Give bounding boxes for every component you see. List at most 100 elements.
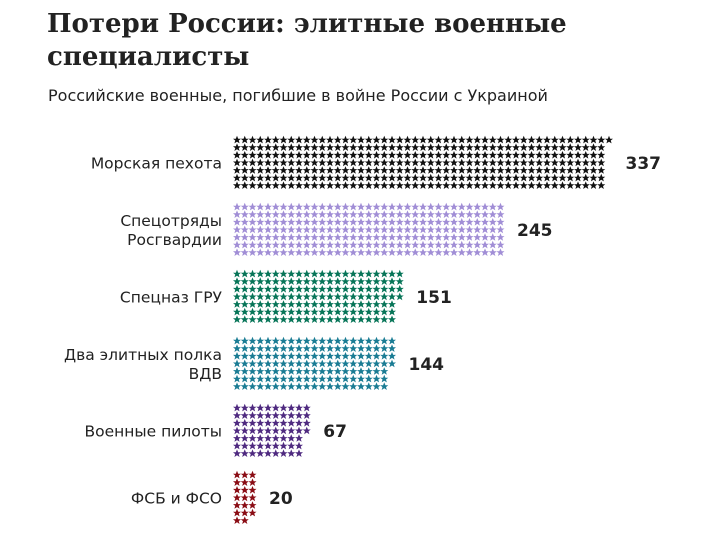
star-icon xyxy=(519,151,528,159)
star-icon xyxy=(442,135,451,144)
star-icon xyxy=(271,359,280,368)
star-icon xyxy=(333,143,342,151)
star-icon xyxy=(388,225,396,234)
star-icon xyxy=(287,344,296,352)
star-icon xyxy=(442,225,451,234)
star-icon xyxy=(473,135,482,144)
star-icon xyxy=(240,135,249,144)
star-icon xyxy=(364,285,373,293)
star-icon xyxy=(496,158,505,167)
star-icon xyxy=(535,143,544,151)
star-icon xyxy=(302,352,311,360)
star-icon xyxy=(240,166,249,174)
star-icon xyxy=(504,158,513,167)
star-icon xyxy=(434,181,443,189)
star-icon xyxy=(388,292,396,301)
star-icon xyxy=(271,173,280,182)
star-icon xyxy=(279,285,288,293)
star-icon xyxy=(264,426,272,435)
star-icon xyxy=(426,225,435,234)
star-icon xyxy=(279,202,288,211)
star-icon xyxy=(318,269,327,278)
star-icon xyxy=(271,336,280,345)
star-icon xyxy=(372,336,381,345)
star-icon xyxy=(310,382,319,390)
star-icon xyxy=(434,248,443,256)
star-icon xyxy=(388,336,396,345)
star-icon xyxy=(357,218,365,226)
star-icon xyxy=(488,225,497,234)
star-icon xyxy=(240,307,249,316)
star-icon xyxy=(388,202,396,211)
star-icon xyxy=(403,181,412,189)
star-icon xyxy=(333,352,342,360)
star-icon xyxy=(473,218,482,226)
star-icon xyxy=(380,307,389,316)
star-icon xyxy=(333,359,342,368)
star-icon xyxy=(341,135,350,144)
value-label: 144 xyxy=(409,355,445,375)
star-icon xyxy=(264,202,272,211)
star-icon xyxy=(233,210,241,218)
star-icon xyxy=(349,210,358,218)
star-icon xyxy=(271,151,280,159)
star-icon xyxy=(318,135,327,144)
star-icon xyxy=(302,181,311,189)
star-icon xyxy=(364,240,373,249)
star-icon xyxy=(271,300,280,308)
star-icon xyxy=(589,173,598,182)
star-icon xyxy=(380,374,389,383)
star-icon xyxy=(434,166,443,174)
star-icon xyxy=(388,151,396,159)
star-icon xyxy=(496,166,505,174)
star-icon xyxy=(279,449,288,457)
star-icon xyxy=(558,143,567,151)
star-icon xyxy=(450,151,458,159)
star-icon xyxy=(271,181,280,189)
star-icon xyxy=(240,344,249,352)
star-icon xyxy=(326,359,334,368)
star-icon xyxy=(589,151,598,159)
star-icon xyxy=(558,135,567,144)
star-icon xyxy=(271,352,280,360)
star-icon xyxy=(450,158,458,167)
star-icon xyxy=(457,210,466,218)
star-icon xyxy=(527,151,536,159)
star-icon xyxy=(550,143,559,151)
star-icon xyxy=(240,277,249,285)
star-icon xyxy=(488,143,497,151)
star-icon xyxy=(364,233,373,241)
star-icon xyxy=(256,143,265,151)
star-icon xyxy=(419,143,427,151)
star-icon xyxy=(302,151,311,159)
star-icon xyxy=(302,382,311,390)
star-icon xyxy=(302,225,311,234)
star-icon xyxy=(287,300,296,308)
star-icon xyxy=(589,135,598,144)
star-icon xyxy=(295,285,303,293)
star-icon xyxy=(302,300,311,308)
star-icon xyxy=(341,240,350,249)
star-icon xyxy=(457,151,466,159)
star-icon xyxy=(333,181,342,189)
star-icon xyxy=(271,210,280,218)
star-icon xyxy=(326,307,334,316)
star-icon xyxy=(287,135,296,144)
star-icon xyxy=(256,210,265,218)
star-icon xyxy=(233,336,241,345)
star-icon xyxy=(566,173,575,182)
star-icon xyxy=(380,233,389,241)
star-icon xyxy=(264,210,272,218)
star-icon xyxy=(287,382,296,390)
star-icon xyxy=(442,143,451,151)
star-icon xyxy=(426,166,435,174)
star-icon xyxy=(271,382,280,390)
star-icon xyxy=(574,173,582,182)
star-icon xyxy=(264,285,272,293)
star-icon xyxy=(295,449,303,457)
star-icon xyxy=(302,367,311,375)
star-icon xyxy=(240,181,249,189)
star-icon xyxy=(240,225,249,234)
star-icon xyxy=(295,181,303,189)
star-icon xyxy=(264,181,272,189)
